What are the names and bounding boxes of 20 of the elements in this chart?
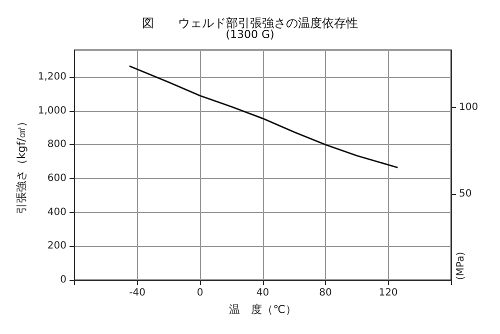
x-tick-label: 80 — [319, 288, 332, 298]
x-tick-label: 0 — [196, 288, 204, 298]
y-tick-label: 400 — [47, 206, 67, 218]
y-axis-title: 引張強さ（kgf/㎠） — [15, 116, 28, 214]
y2-tick-label: 50 — [459, 188, 472, 200]
y-tick-label: 600 — [47, 173, 67, 184]
x-tick-label: -40 — [129, 288, 146, 298]
y-tick-label: 200 — [47, 240, 67, 252]
line-series — [128, 65, 398, 168]
x-axis-title: 温 度（℃） — [229, 303, 296, 316]
y-tick-label: 800 — [47, 139, 67, 150]
x-tick-label: 120 — [378, 288, 398, 298]
x-tick-label: 40 — [256, 288, 270, 298]
chart-title: 図 ウェルド部引張強さの温度依存性 — [142, 16, 358, 30]
chart-subtitle: (1300 G) — [226, 28, 274, 41]
y2-tick-label: 100 — [459, 102, 478, 114]
y-tick-label: 0 — [60, 274, 67, 286]
y-tick-label: 1,200 — [38, 72, 67, 83]
y-tick-label: 1,000 — [38, 105, 67, 116]
y2-axis-title: (MPa) — [456, 252, 466, 280]
